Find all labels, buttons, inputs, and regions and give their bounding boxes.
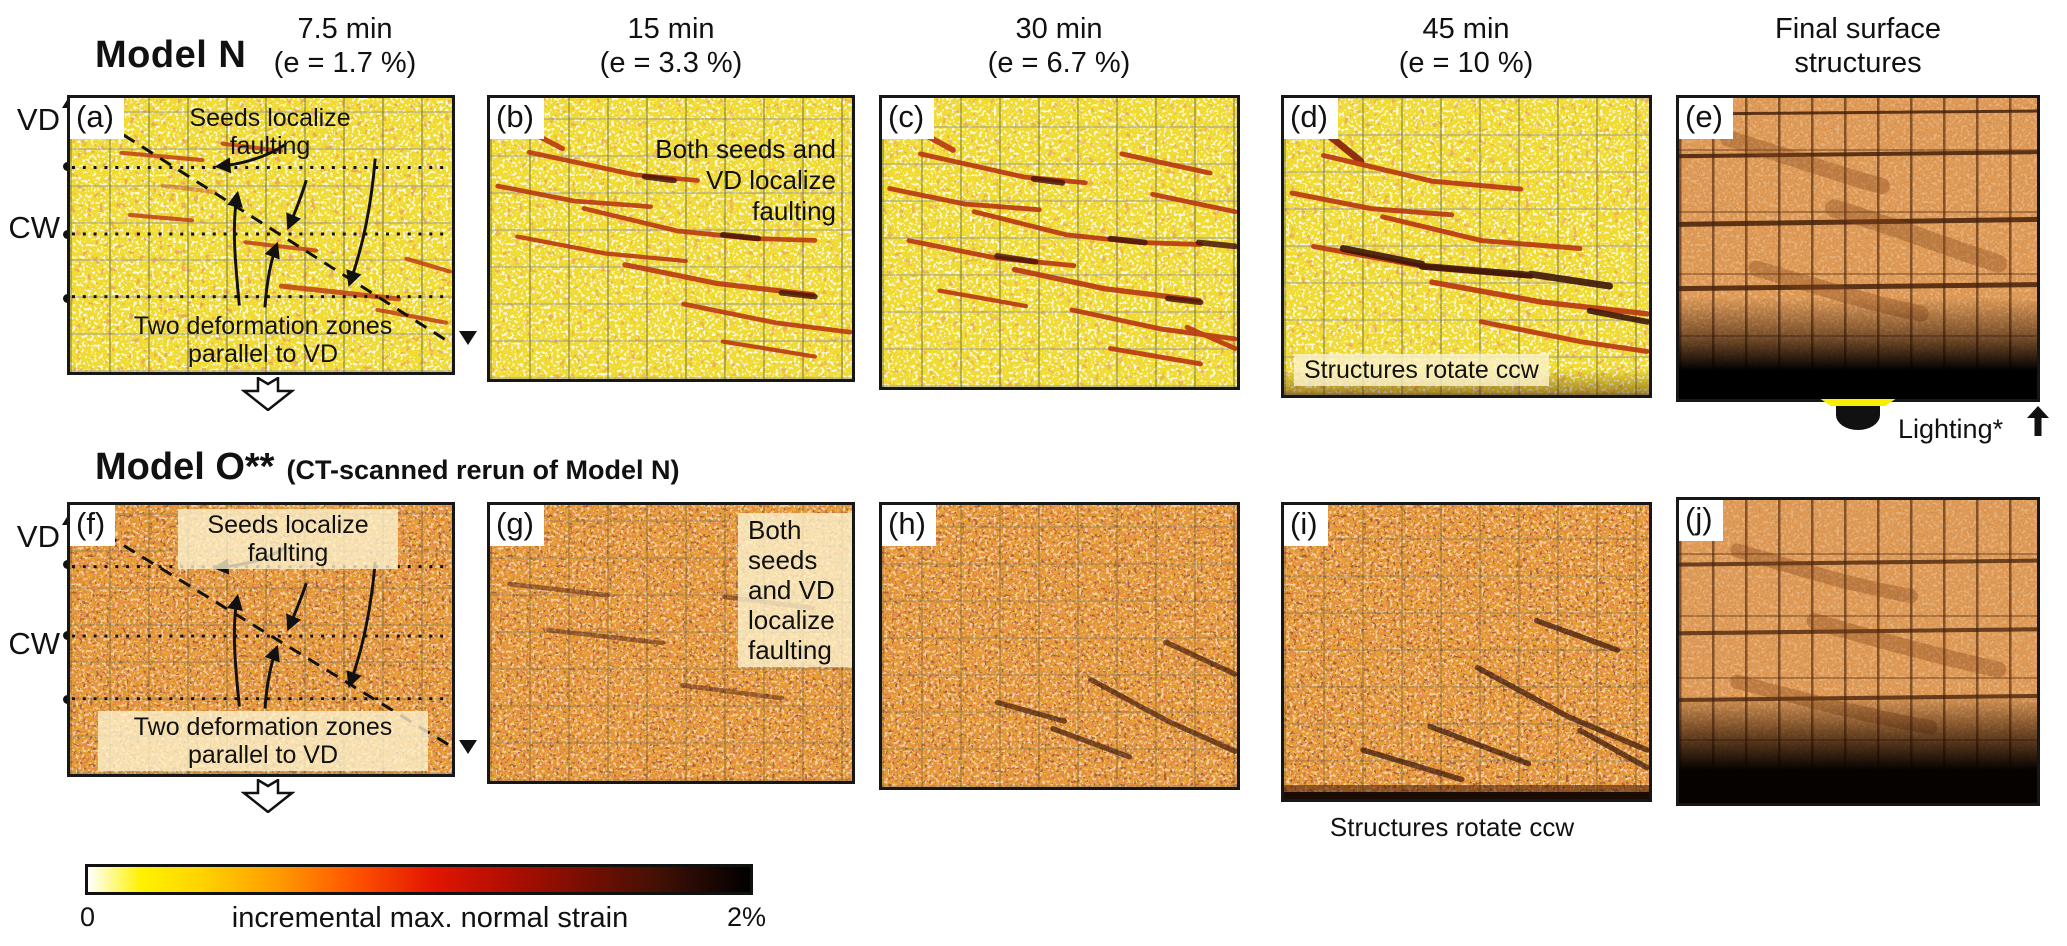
panel-i: (i) [1281, 502, 1652, 802]
row2-subtitle: (CT-scanned rerun of Model N) [286, 455, 680, 485]
panel-j: (j) [1676, 497, 2040, 806]
colorbar-bar [85, 864, 753, 895]
panel-a: (a) Seeds localize faulting Two deformat… [67, 95, 455, 375]
hollow-down-arrow-row2 [241, 779, 295, 813]
annotation-rotate-ccw-d: Structures rotate ccw [1294, 354, 1549, 386]
panel-f: (f) Seeds localize faulting Two deformat… [67, 502, 455, 777]
panel-g: (g) Both seeds and VD localize faulting [487, 502, 855, 784]
panel-e: (e) [1676, 95, 2040, 402]
panel-label-f: (f) [70, 505, 116, 546]
column-header-5: Final surface structures [1775, 12, 1941, 80]
annotation-rotate-ccw-i: Structures rotate ccw [1329, 812, 1575, 842]
panel-label-j: (j) [1679, 500, 1723, 541]
panel-label-a: (a) [70, 98, 124, 139]
panel-label-h: (h) [882, 505, 936, 546]
panel-c: (c) [879, 95, 1240, 390]
row2-title-block: Model O** (CT-scanned rerun of Model N) [95, 446, 680, 489]
header-time-1: 7.5 min [297, 13, 393, 45]
bottom-smudge-i [1284, 777, 1649, 799]
cw-label-row2: CW [8, 626, 60, 661]
header-time-4: 45 min [1422, 13, 1510, 45]
panel-d: (d) Structures rotate ccw [1281, 95, 1652, 398]
fault-traces [491, 110, 852, 359]
vd-label-row2: VD [16, 519, 60, 554]
panel-b: (b) Both seeds and VD localize faulting [487, 95, 855, 382]
lighting-label: Lighting* [1898, 414, 2004, 444]
panel-label-g: (g) [490, 505, 544, 546]
header-strain-1: (e = 1.7 %) [273, 47, 417, 79]
row1-title: Model N [95, 34, 247, 76]
panel-a-annotation-lines [71, 122, 451, 344]
annotation-seeds-localize-f: Seeds localize faulting [178, 509, 398, 569]
black-shadow-band-e [1679, 296, 2037, 399]
annotation-both-seeds-g: Both seeds and VD localize faulting [738, 513, 852, 667]
row2-title: Model O** [95, 446, 275, 488]
vd-down-triangle-row1 [459, 331, 477, 345]
up-arrow-icon [2027, 406, 2049, 436]
column-header-4: 45 min (e = 10 %) [1399, 12, 1534, 80]
fault-traces [119, 141, 452, 325]
header-strain-2: (e = 3.3 %) [599, 47, 743, 79]
header-strain-3: (e = 6.7 %) [987, 47, 1131, 79]
cw-label-row1: CW [8, 210, 60, 245]
annotation-both-seeds-b: Both seeds and VD localize faulting [655, 134, 836, 226]
annotation-two-zones-f: Two deformation zones parallel to VD [98, 711, 428, 771]
vd-down-triangle-row2 [459, 740, 477, 754]
column-header-2: 15 min (e = 3.3 %) [600, 12, 743, 80]
colorbar-min: 0 [80, 902, 96, 932]
colorbar-max: 2% [727, 902, 767, 932]
header-strain-5: structures [1794, 47, 1922, 79]
fault-traces [882, 110, 1237, 367]
column-header-3: 30 min (e = 6.7 %) [988, 12, 1131, 80]
fault-traces [994, 639, 1237, 760]
annotation-two-zones-a: Two deformation zones parallel to VD [133, 312, 393, 368]
column-header-1: 7.5 min (e = 1.7 %) [274, 12, 417, 80]
header-time-3: 30 min [1015, 13, 1103, 45]
colorbar-label: incremental max. normal strain [231, 902, 629, 934]
black-shadow-band-j [1679, 693, 2037, 803]
fault-traces [1360, 617, 1649, 783]
dark-speck-texture [1284, 505, 1649, 799]
annotation-seeds-localize-a: Seeds localize faulting [189, 104, 351, 160]
panel-label-e: (e) [1679, 98, 1733, 139]
header-time-2: 15 min [627, 13, 715, 45]
panel-label-d: (d) [1284, 98, 1338, 139]
panel-label-b: (b) [490, 98, 544, 139]
panel-label-i: (i) [1284, 505, 1328, 546]
panel-h: (h) [879, 502, 1240, 790]
fault-traces [1286, 100, 1649, 354]
hollow-down-arrow-row1 [241, 377, 295, 411]
vd-label-row1: VD [16, 102, 60, 137]
header-strain-4: (e = 10 %) [1398, 47, 1534, 79]
header-time-5: Final surface [1774, 13, 1942, 45]
panel-label-c: (c) [882, 98, 935, 139]
surface-grid [1284, 505, 1649, 799]
